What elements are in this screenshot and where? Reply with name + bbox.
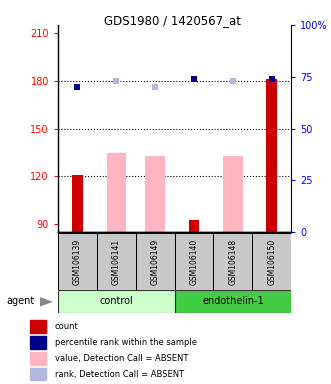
Text: GSM106140: GSM106140 <box>190 238 199 285</box>
Text: GSM106139: GSM106139 <box>73 238 82 285</box>
Bar <box>30 336 46 349</box>
Bar <box>189 220 200 232</box>
Text: rank, Detection Call = ABSENT: rank, Detection Call = ABSENT <box>55 370 184 379</box>
Bar <box>213 233 252 290</box>
Bar <box>58 233 97 290</box>
Bar <box>30 320 46 333</box>
Bar <box>145 156 165 232</box>
Bar <box>97 233 136 290</box>
Text: GSM106141: GSM106141 <box>112 238 121 285</box>
Bar <box>175 290 291 313</box>
Bar <box>58 290 175 313</box>
Bar <box>72 175 83 232</box>
Text: endothelin-1: endothelin-1 <box>202 296 264 306</box>
Bar <box>30 368 46 381</box>
Bar <box>107 152 126 232</box>
Text: value, Detection Call = ABSENT: value, Detection Call = ABSENT <box>55 354 188 363</box>
Text: GSM106149: GSM106149 <box>151 238 160 285</box>
Polygon shape <box>40 297 53 307</box>
Text: agent: agent <box>7 296 35 306</box>
Text: count: count <box>55 322 78 331</box>
Bar <box>136 233 175 290</box>
Text: percentile rank within the sample: percentile rank within the sample <box>55 338 197 347</box>
Bar <box>266 79 277 232</box>
Text: GDS1980 / 1420567_at: GDS1980 / 1420567_at <box>104 14 241 27</box>
Bar <box>30 352 46 365</box>
Text: GSM106148: GSM106148 <box>228 238 237 285</box>
Text: control: control <box>99 296 133 306</box>
Bar <box>175 233 213 290</box>
Bar <box>223 156 243 232</box>
Text: GSM106150: GSM106150 <box>267 238 276 285</box>
Bar <box>252 233 291 290</box>
